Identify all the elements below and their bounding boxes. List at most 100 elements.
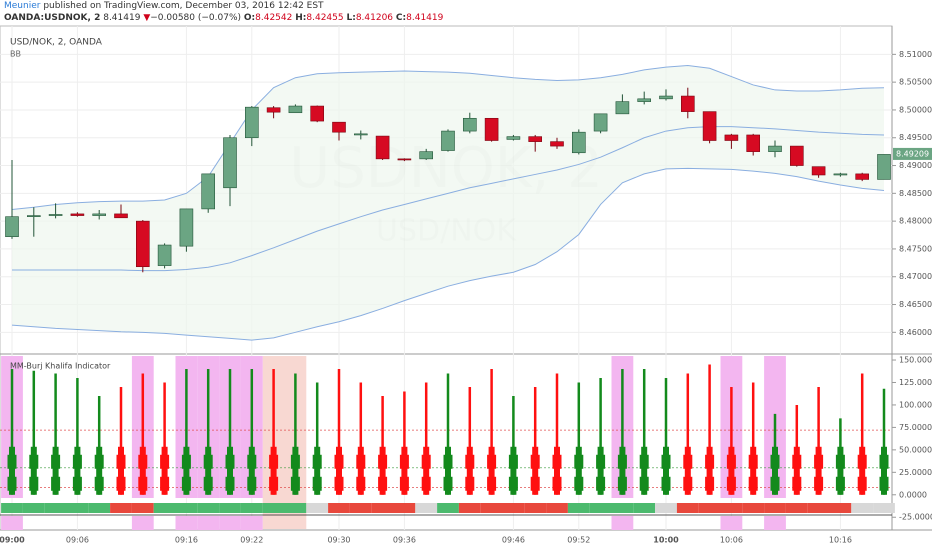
- signal-strip: [262, 503, 285, 513]
- y-tick-label: 8.48500: [899, 189, 932, 198]
- bar-decor: [617, 454, 627, 469]
- bar-decor: [683, 454, 693, 469]
- signal-strip: [829, 503, 852, 513]
- y-tick-label: 125.0000: [899, 378, 932, 387]
- candle-body: [877, 154, 891, 180]
- highlight-lower: [240, 516, 263, 530]
- signal-strip: [240, 503, 263, 513]
- x-tick-label: 10:00: [653, 536, 679, 545]
- y-tick-label: 8.49500: [899, 133, 932, 142]
- bar-decor: [399, 454, 409, 469]
- signal-strip: [131, 503, 154, 513]
- x-tick-label: 09:46: [502, 536, 525, 545]
- signal-strip: [437, 503, 459, 513]
- bar-decor: [661, 476, 671, 491]
- candle-body: [462, 117, 477, 132]
- band-basis: [12, 126, 885, 272]
- bar-decor: [510, 446, 517, 495]
- y-tick-label: 50.0000: [899, 445, 932, 454]
- candle-body: [441, 130, 455, 151]
- bar-decor: [663, 446, 669, 495]
- bar-decor: [401, 446, 408, 495]
- bar-decor: [181, 476, 191, 491]
- bar-decor: [465, 454, 475, 469]
- signal-strip: [524, 503, 547, 513]
- bar-decor: [203, 454, 213, 469]
- bar-decor: [726, 454, 736, 469]
- bar-decor: [94, 454, 104, 469]
- bar-decor: [770, 476, 780, 491]
- y-tick-label: 8.46000: [899, 328, 932, 337]
- bar-decor: [835, 454, 845, 469]
- bar-decor: [181, 454, 191, 469]
- signal-strip: [611, 503, 634, 513]
- y-tick-label: 75.0000: [899, 423, 932, 432]
- signal-strip: [66, 503, 89, 513]
- h: 8.42455: [306, 13, 344, 23]
- quote-line: OANDA:USDNOK, 2 8.41419 ▼−0.00580 (−0.07…: [4, 12, 443, 24]
- bar-decor: [879, 476, 889, 491]
- x-tick-label: 09:22: [240, 536, 263, 545]
- signal-strip: [589, 503, 612, 513]
- bar-decor: [399, 476, 409, 491]
- bar-decor: [552, 476, 562, 491]
- author[interactable]: Meunier: [4, 1, 41, 11]
- last: 8.41419: [103, 13, 141, 23]
- bar-decor: [728, 446, 735, 495]
- bar-decor: [879, 454, 889, 469]
- bar-decor: [74, 446, 81, 495]
- o-label: O:: [243, 13, 256, 23]
- candle-body: [114, 213, 128, 219]
- bar-decor: [639, 476, 649, 491]
- bar-decor: [574, 454, 584, 469]
- bar-decor: [443, 454, 453, 469]
- bar-decor: [596, 454, 606, 469]
- signal-strip: [676, 503, 699, 513]
- signal-strip: [175, 503, 198, 513]
- signal-strip: [197, 503, 220, 513]
- band-upper: [11, 64, 885, 210]
- bar-decor: [661, 454, 671, 469]
- bar-decor: [139, 446, 146, 495]
- bar-decor: [445, 446, 451, 495]
- bar-decor: [508, 454, 518, 469]
- candle-body: [201, 173, 215, 210]
- candle-body: [288, 105, 303, 114]
- bar-decor: [51, 454, 61, 469]
- bar-decor: [814, 454, 824, 469]
- bar-decor: [554, 446, 560, 495]
- candle-body: [266, 107, 281, 113]
- bar-decor: [706, 446, 713, 495]
- bar-decor: [30, 446, 37, 495]
- signal-strip: [153, 503, 176, 513]
- bar-decor: [639, 454, 649, 469]
- y-tick-label: 0.0000: [899, 490, 927, 499]
- bar-decor: [247, 476, 257, 491]
- bar-decor: [51, 476, 61, 491]
- bar-decor: [160, 476, 170, 491]
- bar-decor: [312, 476, 322, 491]
- bar-decor: [247, 454, 257, 469]
- y-tick-label: 100.0000: [899, 400, 932, 409]
- candle-body: [811, 166, 826, 176]
- y-tick-label: 8.47000: [899, 272, 932, 281]
- y-tick-label: 8.49000: [899, 161, 932, 170]
- band-fill: [12, 65, 884, 341]
- bar-decor: [443, 476, 453, 491]
- signal-strip: [720, 503, 743, 513]
- signal-strip: [328, 503, 350, 513]
- candle-body: [659, 95, 673, 100]
- bar-decor: [290, 476, 300, 491]
- bar-decor: [314, 446, 321, 495]
- highlight-lower: [764, 516, 786, 530]
- candle-body: [70, 213, 85, 216]
- x-tick-label: 09:52: [567, 536, 590, 545]
- candle-body: [593, 113, 608, 132]
- bar-decor: [705, 454, 715, 469]
- c-label: C:: [395, 13, 407, 23]
- bar-decor: [792, 454, 802, 469]
- bar-decor: [357, 446, 364, 495]
- candle-body: [397, 158, 412, 161]
- bar-decor: [292, 446, 299, 495]
